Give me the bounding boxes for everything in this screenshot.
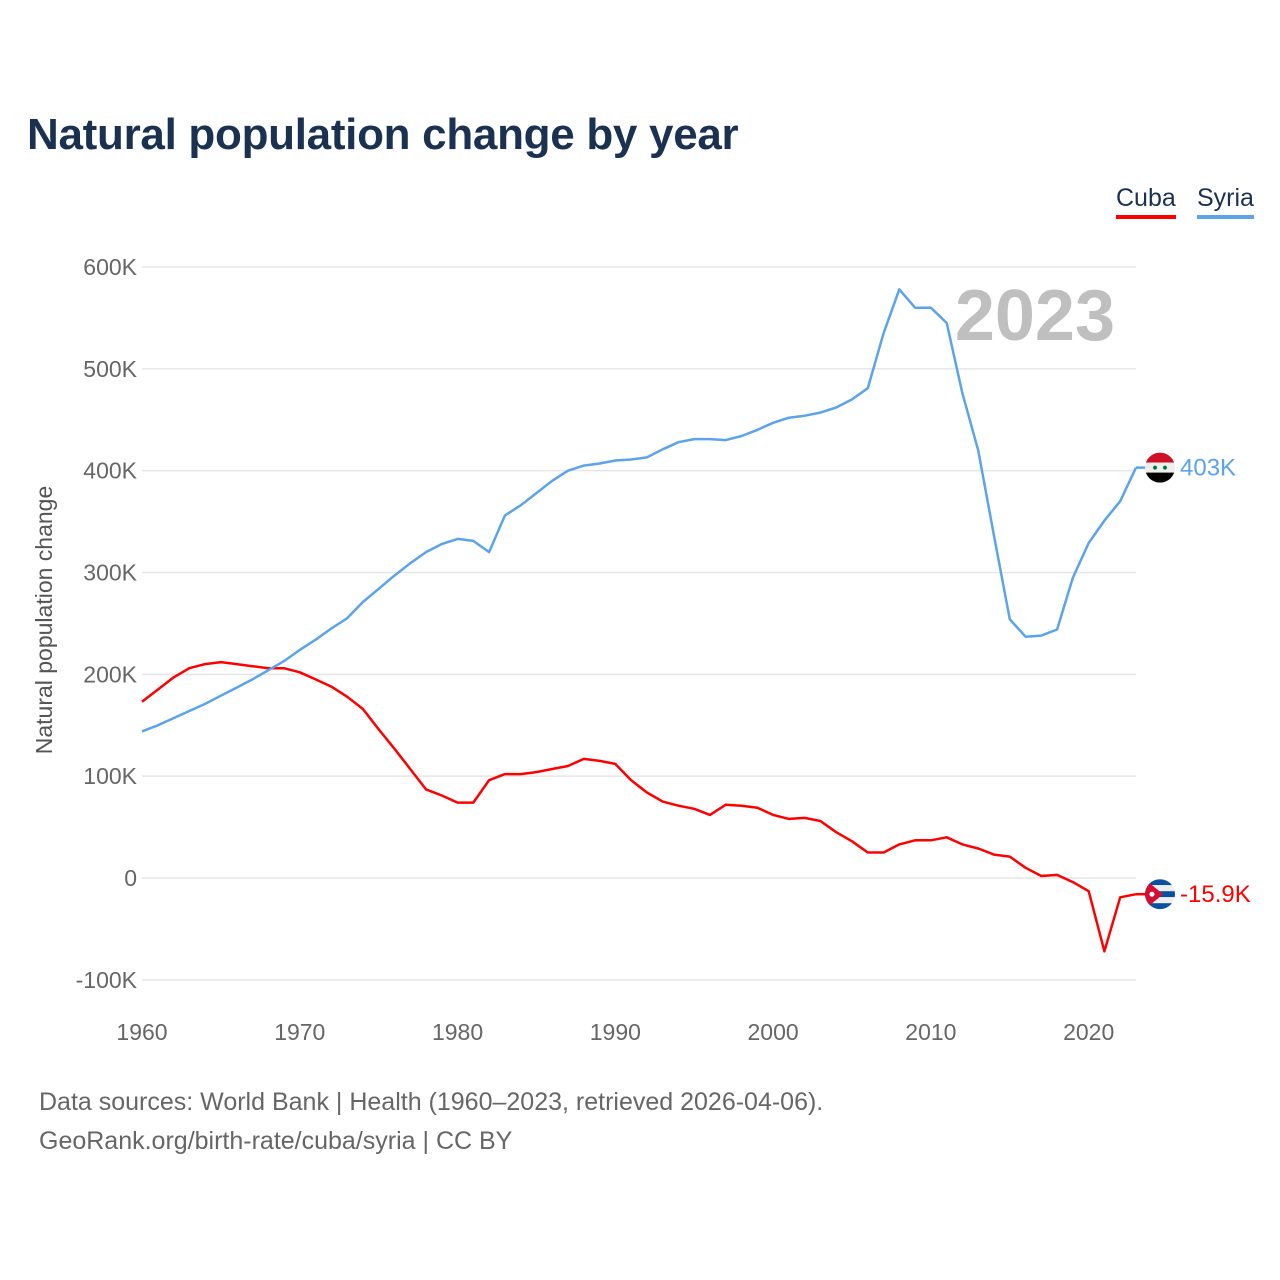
flag-star: [1163, 465, 1167, 470]
series-line-syria: [141, 288, 1138, 733]
chart-title: Natural population change by year: [27, 110, 739, 159]
x-tick-label: 2020: [1063, 1019, 1114, 1045]
y-tick-label: 0: [124, 865, 137, 891]
y-tick-label: 500K: [83, 356, 137, 382]
flag-stripe: [1145, 903, 1175, 910]
footer-credit: GeoRank.org/birth-rate/cuba/syria | CC B…: [39, 1127, 513, 1155]
flag-stripe: [1145, 897, 1175, 904]
flag-body: [1145, 452, 1175, 483]
end-value-label-syria: 403K: [1180, 455, 1236, 482]
y-tick-label: 400K: [83, 458, 137, 484]
y-tick-label: 300K: [83, 560, 137, 586]
y-tick-label: 600K: [83, 254, 137, 280]
flag-star: [1153, 465, 1157, 470]
x-tick-label: 1960: [116, 1019, 167, 1045]
legend-item-syria[interactable]: Syria: [1197, 184, 1254, 219]
footer-sources: Data sources: World Bank | Health (1960–…: [39, 1088, 824, 1116]
x-tick-label: 2000: [748, 1019, 799, 1045]
flag-body: [1145, 879, 1175, 910]
flag-stripe-black: [1145, 472, 1175, 483]
flag-stripe: [1145, 879, 1175, 886]
flag-star: [1149, 891, 1155, 897]
year-watermark: 2023: [955, 276, 1115, 356]
y-axis-label: Natural population change: [31, 486, 57, 755]
flag-stripe-red: [1145, 452, 1175, 463]
y-tick-label: -100K: [76, 967, 138, 993]
x-tick-label: 1990: [590, 1019, 641, 1045]
x-tick-label: 1970: [274, 1019, 325, 1045]
y-tick-label: 100K: [83, 763, 137, 789]
legend-item-cuba[interactable]: Cuba: [1116, 184, 1176, 219]
y-tick-label: 200K: [83, 661, 137, 687]
syria-flag-icon: [1145, 452, 1175, 483]
series-line-cuba: [141, 660, 1137, 953]
x-tick-label: 1980: [432, 1019, 483, 1045]
flag-stripe: [1145, 885, 1175, 892]
cuba-flag-icon: [1145, 879, 1175, 910]
x-tick-label: 2010: [905, 1019, 956, 1045]
flag-stripe-white: [1145, 462, 1175, 473]
end-value-label-cuba: -15.9K: [1180, 881, 1251, 908]
